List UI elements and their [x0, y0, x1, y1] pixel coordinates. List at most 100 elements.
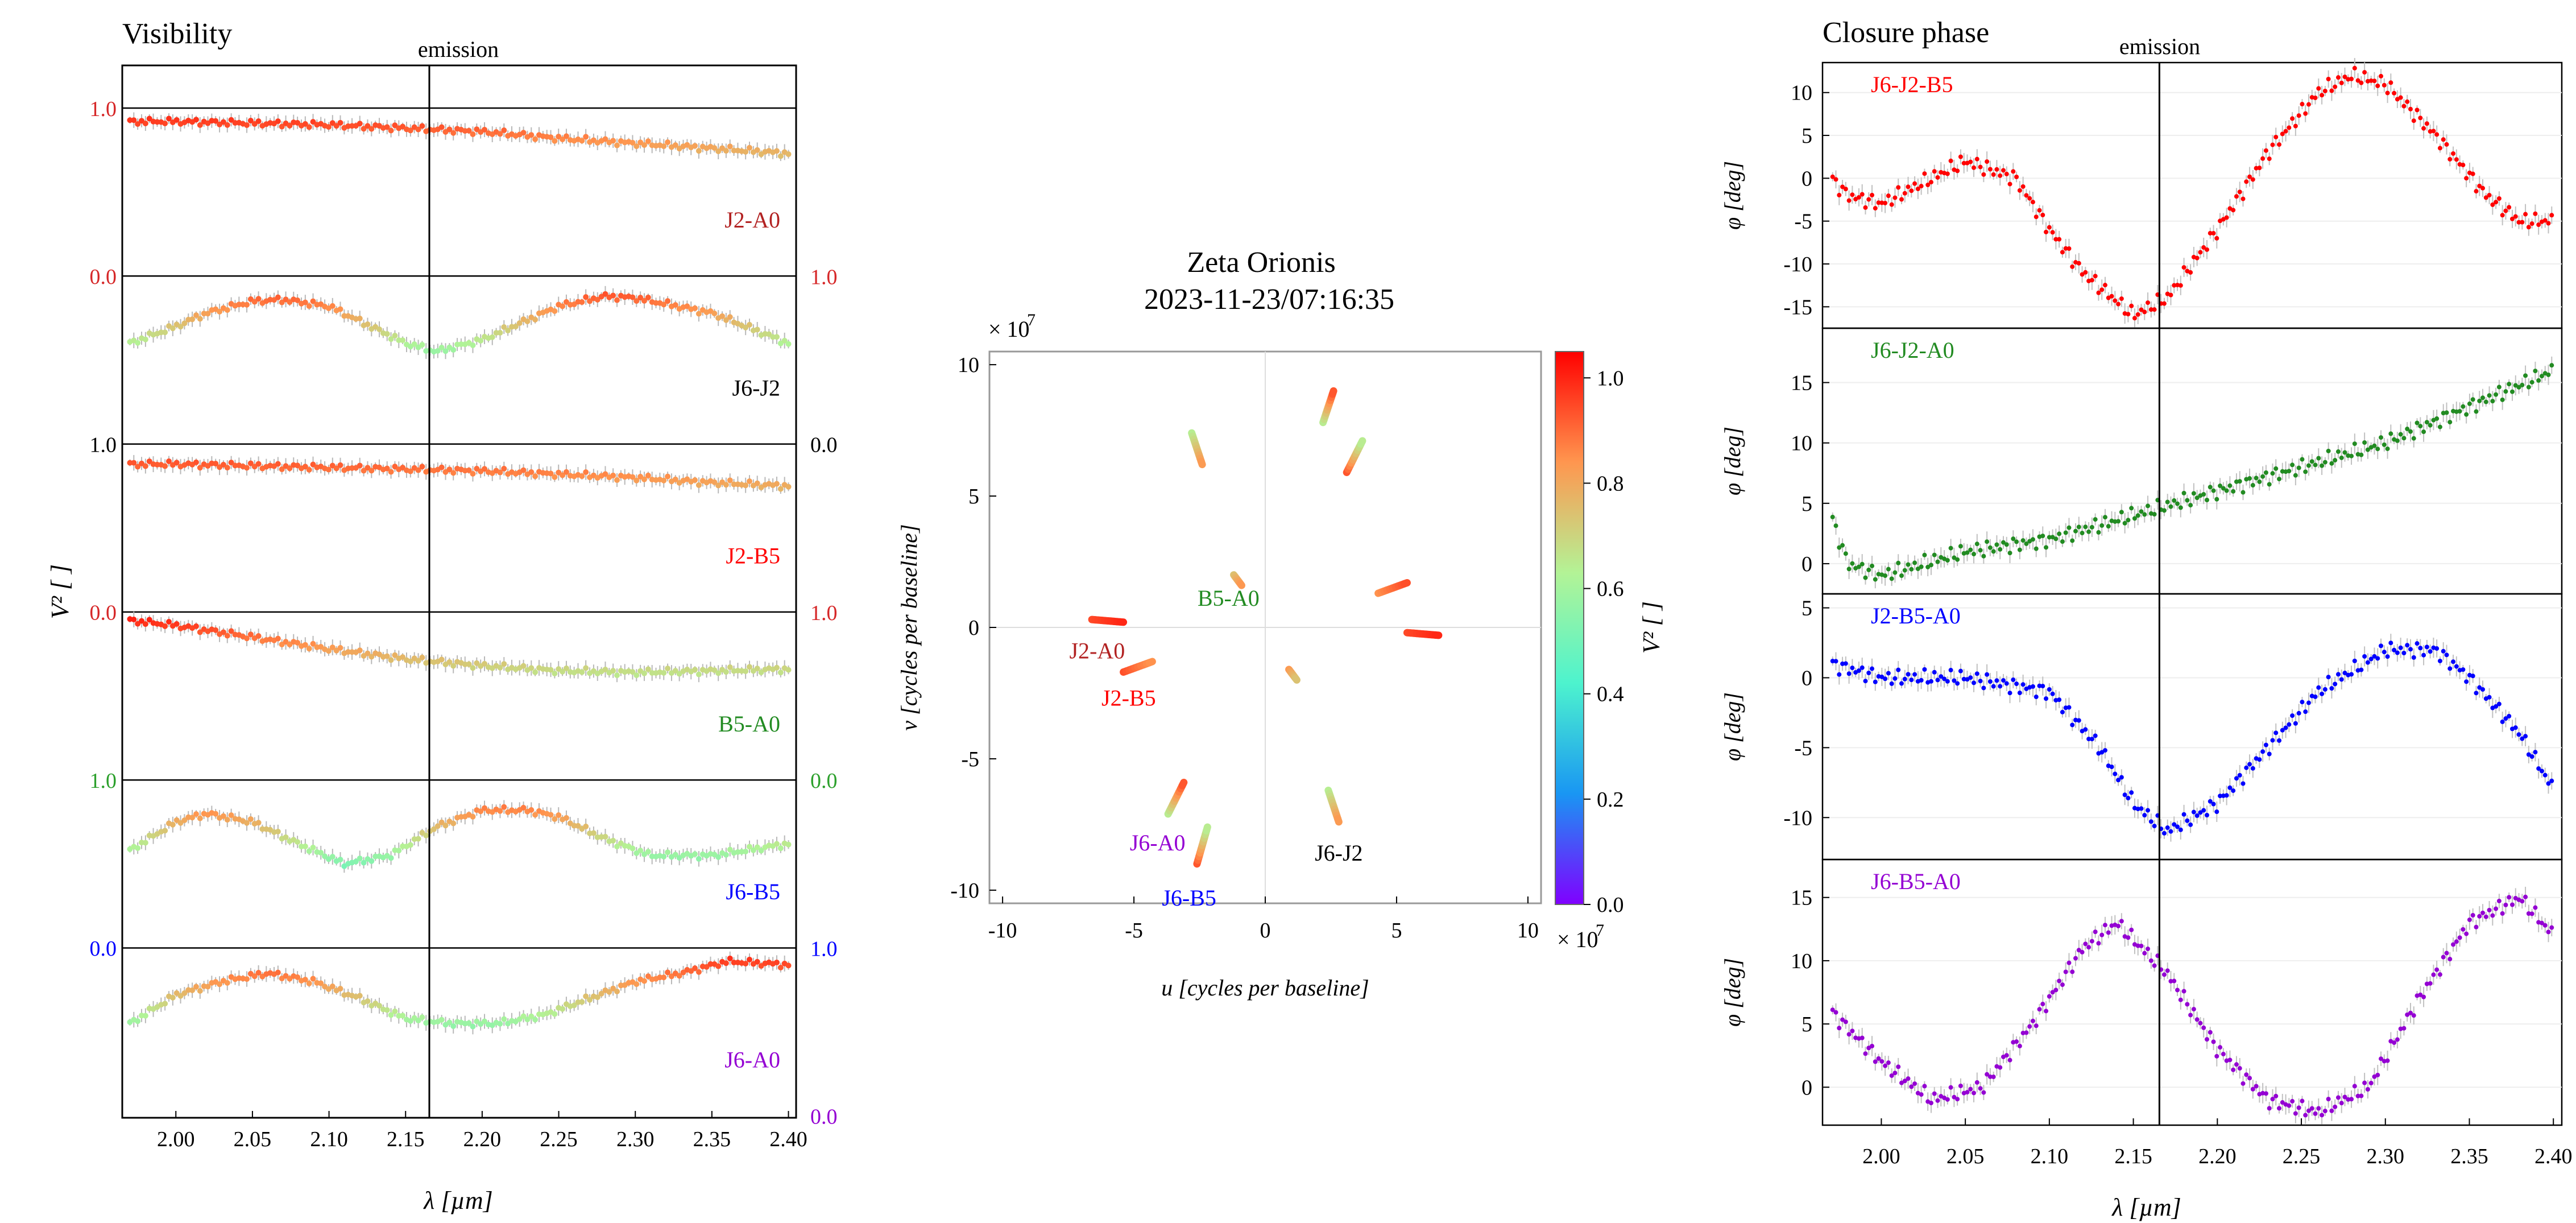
- closure-point: [2076, 524, 2081, 530]
- closure-point: [2500, 719, 2505, 724]
- closure-point: [2168, 504, 2173, 509]
- closure-point: [2411, 118, 2416, 123]
- closure-point: [1837, 545, 1842, 550]
- closure-point: [2178, 827, 2183, 832]
- visibility-point: [189, 815, 196, 821]
- closure-point: [1866, 197, 1871, 202]
- closure-point: [2303, 111, 2308, 116]
- visibility-point: [524, 1017, 531, 1023]
- closure-point: [2434, 416, 2440, 421]
- visibility-point: [310, 976, 316, 982]
- closure-point: [2306, 1108, 2311, 1113]
- closure-point: [1830, 514, 1835, 519]
- closure-point: [2401, 650, 2407, 655]
- visibility-point: [442, 348, 449, 354]
- visibility-point: [197, 122, 203, 128]
- closure-point: [2231, 208, 2236, 213]
- visibility-point: [217, 308, 223, 315]
- closure-point: [2359, 667, 2364, 672]
- closure-point: [2106, 524, 2111, 529]
- closure-point: [2333, 1104, 2338, 1109]
- closure-point: [2368, 1080, 2374, 1085]
- closure-point: [2102, 923, 2107, 928]
- uv-colorbar: [1555, 351, 1584, 905]
- visibility-panel-J6-B5: J6-B5 1.0 0.0: [90, 769, 796, 961]
- visibility-point: [641, 298, 647, 304]
- closure-point: [2467, 917, 2472, 922]
- closure-point: [2359, 1093, 2364, 1098]
- closure-point: [1876, 1056, 1881, 1061]
- closure-point: [2083, 941, 2088, 947]
- closure-point: [2477, 398, 2482, 403]
- closure-point: [2542, 923, 2548, 928]
- closure-y-tick-label: 15: [1791, 371, 1812, 395]
- closure-point: [2146, 947, 2151, 952]
- closure-point: [2523, 212, 2528, 217]
- closure-point: [1968, 547, 1973, 552]
- visibility-point: [723, 317, 729, 323]
- closure-point: [2073, 528, 2078, 534]
- closure-point: [2316, 456, 2321, 461]
- closure-point: [2146, 503, 2151, 509]
- closure-point: [2509, 389, 2515, 394]
- visibility-point: [310, 298, 316, 304]
- closure-point: [2060, 709, 2065, 714]
- closure-point: [2513, 214, 2518, 219]
- visibility-point: [434, 823, 441, 829]
- visibility-point: [251, 973, 258, 980]
- closure-point: [2375, 447, 2380, 452]
- visibility-point: [361, 468, 367, 474]
- visibility-point: [552, 816, 558, 822]
- visibility-point: [177, 324, 184, 330]
- visibility-y-tick-label: 0.0: [810, 433, 838, 457]
- closure-point: [2313, 694, 2318, 699]
- visibility-point: [665, 969, 671, 976]
- closure-point: [2388, 431, 2393, 436]
- closure-point: [2024, 193, 2029, 198]
- visibility-point: [275, 461, 281, 467]
- visibility-point: [520, 130, 527, 136]
- closure-x-tick-label: 2.20: [2198, 1145, 2237, 1168]
- closure-point: [2421, 126, 2426, 131]
- closure-point: [2441, 955, 2446, 960]
- closure-point: [2415, 641, 2420, 646]
- visibility-point: [415, 1018, 421, 1024]
- closure-point: [1906, 1076, 1911, 1081]
- closure-point: [2194, 255, 2200, 261]
- visibility-point: [197, 465, 203, 471]
- closure-point: [2513, 725, 2518, 730]
- closure-point: [2333, 84, 2338, 89]
- closure-point: [2044, 545, 2049, 550]
- closure-point: [2342, 1094, 2347, 1100]
- visibility-point: [524, 319, 531, 325]
- visibility-point: [560, 668, 566, 675]
- visibility-point: [135, 1018, 141, 1024]
- closure-point: [1955, 168, 1960, 173]
- visibility-point: [337, 462, 343, 468]
- visibility-point: [747, 956, 753, 962]
- closure-point: [2300, 1098, 2305, 1104]
- closure-point: [2218, 794, 2223, 799]
- visibility-point: [189, 987, 196, 993]
- closure-point: [2542, 772, 2548, 778]
- visibility-point: [470, 665, 476, 671]
- closure-point: [2244, 1072, 2249, 1077]
- visibility-point: [193, 623, 199, 629]
- closure-y-tick-label: 10: [1791, 432, 1812, 456]
- closure-point: [1889, 681, 1894, 686]
- closure-point: [1873, 679, 1878, 684]
- closure-point: [2339, 80, 2344, 85]
- closure-point: [2326, 675, 2331, 680]
- uv-y-tick-label: -10: [950, 879, 979, 903]
- visibility-point: [131, 117, 137, 123]
- visibility-point: [275, 969, 281, 976]
- visibility-point: [785, 962, 792, 969]
- visibility-point: [224, 817, 230, 823]
- visibility-point: [450, 663, 457, 669]
- visibility-point: [306, 303, 312, 309]
- visibility-point: [302, 977, 308, 983]
- closure-point: [1925, 564, 1931, 569]
- visibility-point: [703, 964, 710, 970]
- closure-point: [2152, 307, 2157, 312]
- closure-point: [2437, 146, 2442, 151]
